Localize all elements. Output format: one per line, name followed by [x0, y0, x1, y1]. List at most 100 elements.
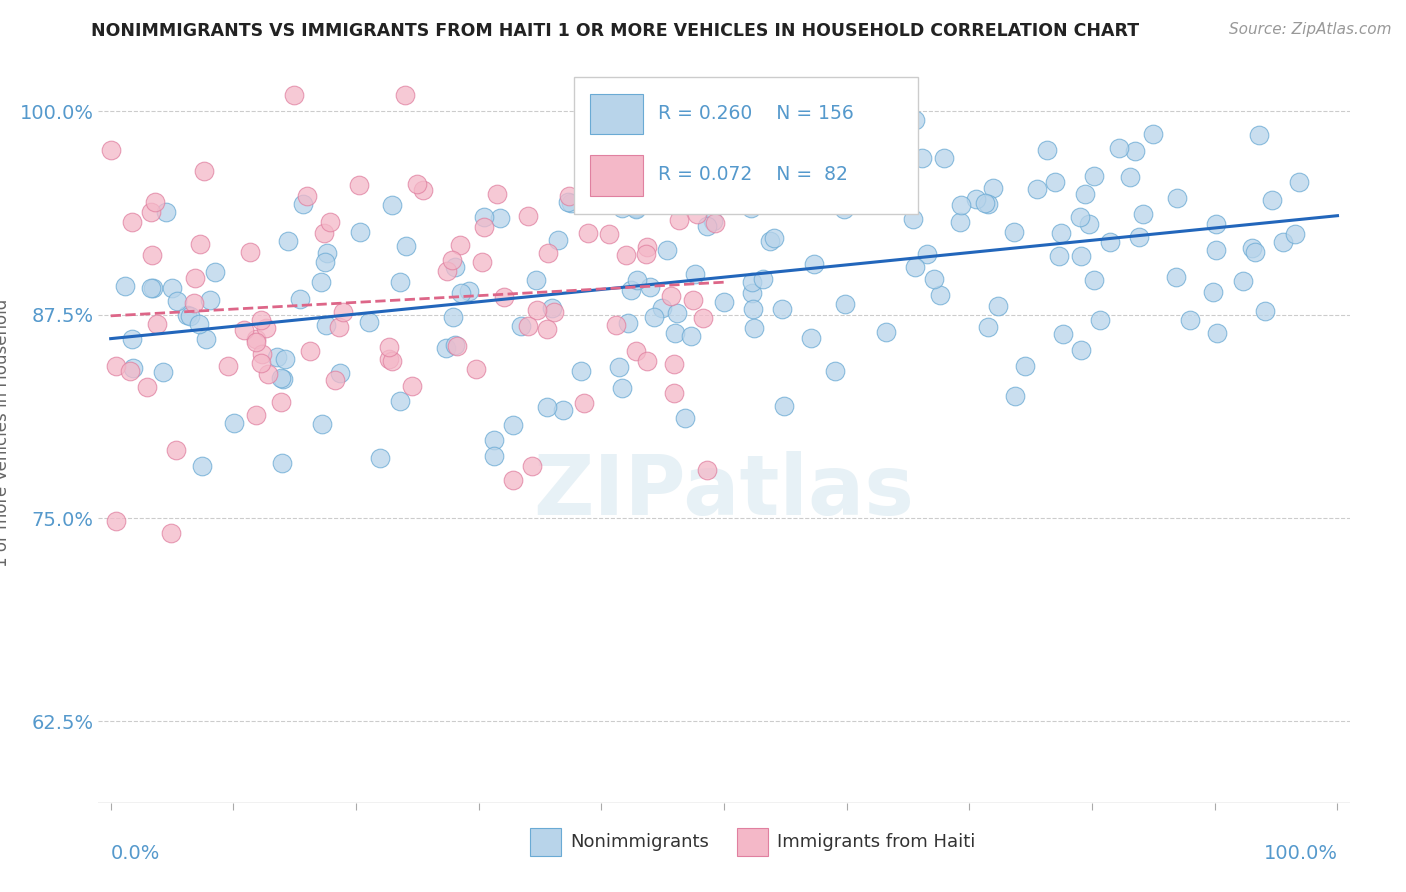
Point — [121, 332, 143, 346]
Point — [536, 401, 558, 415]
Point — [742, 320, 765, 334]
Text: 100.0%: 100.0% — [1264, 844, 1337, 863]
Point — [105, 514, 128, 528]
Point — [332, 305, 354, 319]
Point — [204, 264, 226, 278]
Y-axis label: 1 or more Vehicles in Household: 1 or more Vehicles in Household — [0, 299, 11, 566]
Point — [152, 365, 174, 379]
Point — [626, 273, 648, 287]
Point — [1108, 141, 1130, 155]
Point — [800, 331, 823, 345]
Point — [560, 196, 582, 211]
Point — [271, 456, 294, 470]
FancyBboxPatch shape — [574, 78, 918, 214]
Point — [276, 234, 298, 248]
Point — [638, 279, 661, 293]
Point — [489, 211, 512, 226]
Point — [1205, 243, 1227, 257]
Text: Immigrants from Haiti: Immigrants from Haiti — [776, 833, 974, 851]
Point — [349, 225, 371, 239]
Point — [314, 255, 336, 269]
Point — [547, 232, 569, 246]
Point — [502, 473, 524, 487]
Point — [250, 313, 273, 327]
Point — [965, 192, 987, 206]
Point — [662, 357, 685, 371]
Point — [155, 204, 177, 219]
Point — [295, 189, 318, 203]
Point — [486, 186, 509, 201]
Point — [932, 151, 955, 165]
Point — [770, 301, 793, 316]
Bar — [737, 828, 768, 856]
Point — [311, 417, 333, 431]
Point — [176, 308, 198, 322]
Point — [664, 326, 686, 340]
Point — [1142, 127, 1164, 141]
Point — [266, 350, 288, 364]
Point — [191, 458, 214, 473]
Point — [842, 163, 865, 178]
Point — [610, 202, 633, 216]
Point — [309, 275, 332, 289]
Point — [139, 204, 162, 219]
Point — [143, 194, 166, 209]
Point — [449, 238, 471, 252]
Point — [824, 364, 846, 378]
Point — [1047, 249, 1070, 263]
Point — [1260, 193, 1282, 207]
Bar — [591, 155, 643, 195]
Point — [323, 373, 346, 387]
Point — [436, 264, 458, 278]
Point — [752, 271, 775, 285]
Point — [974, 196, 997, 211]
Point — [928, 287, 950, 301]
Point — [179, 309, 201, 323]
Point — [233, 323, 256, 337]
Point — [188, 317, 211, 331]
Point — [683, 267, 706, 281]
Point — [1083, 169, 1105, 183]
Point — [1088, 313, 1111, 327]
Point — [298, 344, 321, 359]
Point — [692, 310, 714, 325]
Point — [446, 339, 468, 353]
Point — [388, 275, 411, 289]
Point — [924, 272, 946, 286]
Point — [903, 212, 925, 227]
Point — [349, 178, 371, 192]
Point — [688, 154, 710, 169]
Point — [458, 284, 481, 298]
Point — [257, 368, 280, 382]
Point — [543, 305, 565, 319]
Point — [464, 362, 486, 376]
Text: Nonimmigrants: Nonimmigrants — [571, 833, 709, 851]
Point — [875, 326, 897, 340]
Point — [1249, 128, 1271, 143]
Point — [598, 227, 620, 241]
Point — [917, 247, 939, 261]
Text: R = 0.072    N =  82: R = 0.072 N = 82 — [658, 166, 848, 185]
Point — [659, 289, 682, 303]
Point — [388, 394, 411, 409]
Point — [614, 247, 637, 261]
Point — [368, 451, 391, 466]
Point — [682, 293, 704, 308]
Point — [524, 273, 547, 287]
Point — [381, 353, 404, 368]
Point — [160, 281, 183, 295]
Point — [569, 364, 592, 378]
Point — [713, 295, 735, 310]
Point — [516, 209, 538, 223]
Point — [249, 356, 271, 370]
Point — [1244, 244, 1267, 259]
Point — [405, 177, 427, 191]
Point — [217, 359, 239, 374]
Text: NONIMMIGRANTS VS IMMIGRANTS FROM HAITI 1 OR MORE VEHICLES IN HOUSEHOLD CORRELATI: NONIMMIGRANTS VS IMMIGRANTS FROM HAITI 1… — [91, 22, 1139, 40]
Point — [673, 410, 696, 425]
Point — [239, 244, 262, 259]
Bar — [591, 94, 643, 135]
Point — [714, 192, 737, 206]
Point — [1288, 176, 1310, 190]
Point — [703, 216, 725, 230]
